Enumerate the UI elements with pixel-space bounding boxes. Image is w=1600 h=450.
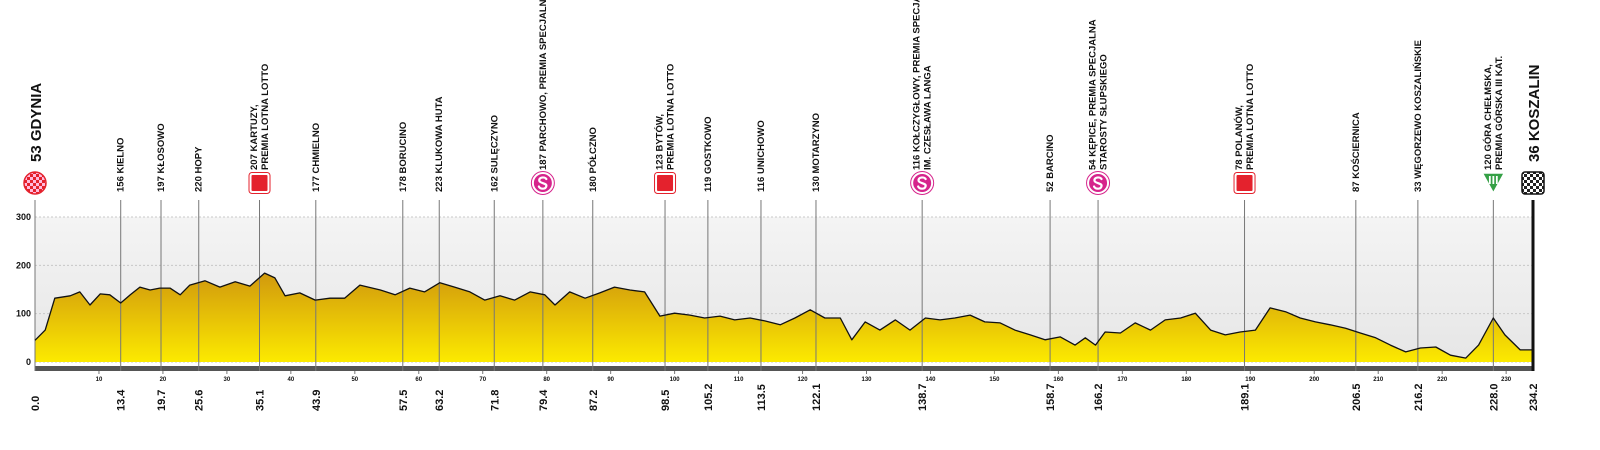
profile-line: [34, 272, 1533, 359]
km-label: 0.0: [30, 396, 42, 411]
km-label: 71.8: [489, 390, 501, 411]
special-icon-glyph: [917, 176, 927, 190]
km-label: 122.1: [811, 383, 823, 411]
sprint-icon-border: [248, 172, 271, 194]
x-tick-label: 160: [1053, 377, 1064, 383]
sprint-icon: [249, 173, 270, 193]
km-label: 35.1: [255, 390, 267, 411]
y-tick-label: 300: [16, 212, 31, 222]
km-label: 105.2: [703, 383, 715, 411]
checkpoint-name: PREMIA LOTNA LOTTO: [260, 64, 271, 170]
checkpoint-name: 78 POLANÓW,: [1233, 105, 1245, 170]
checkpoint-name: 87 KOŚCIERNICA: [1350, 112, 1362, 192]
km-label: 216.2: [1413, 383, 1425, 411]
checkpoint-name: 116 UNICHOWO: [756, 120, 767, 192]
km-label: 19.7: [156, 390, 168, 411]
x-tick-label: 170: [1117, 377, 1128, 383]
sprint-icon-border: [1233, 172, 1256, 194]
x-tick-label: 220: [1437, 377, 1448, 383]
checkpoint-name: PREMIA LOTNA LOTTO: [1245, 64, 1256, 170]
checkpoint-name: 156 KIELNO: [116, 138, 127, 192]
checkpoint-name: 220 HOPY: [194, 146, 205, 192]
sprint-icon: [1234, 173, 1255, 193]
checkpoint-name: 120 GÓRA CHEŁMSKA,: [1482, 64, 1494, 170]
x-tick-label: 110: [734, 377, 744, 383]
checkpoint-name: 207 KARTUZY,: [249, 105, 260, 170]
x-tick-label: 90: [607, 377, 614, 383]
sprint-icon: [655, 173, 676, 193]
checkpoint-name: 116 KOŁCZYGŁOWY, PREMIA SPECJALNA: [912, 0, 923, 170]
sprint-icon-border: [654, 172, 677, 194]
special-icon-border: [1086, 171, 1111, 195]
checkpoint-name: 197 KŁOSOWO: [156, 123, 167, 192]
km-label: 206.5: [1351, 383, 1363, 411]
checkpoint-name: IM. CZESŁAWA LANGA: [923, 65, 934, 170]
km-label: 158.7: [1045, 383, 1057, 411]
km-label: 189.1: [1240, 383, 1252, 411]
x-tick-label: 200: [1309, 377, 1320, 383]
y-tick-label: 200: [16, 260, 31, 270]
special-icon-border: [530, 171, 555, 195]
checkpoint-name: STAROSTY SŁUPSKIEGO: [1099, 54, 1110, 170]
checkpoint-name: 223 KLUKOWA HUTA: [434, 96, 445, 192]
x-tick-label: 50: [351, 377, 358, 383]
start-icon: [23, 171, 47, 195]
checkpoint-name: 54 KĘPICE, PREMIA SPECJALNA: [1088, 19, 1099, 170]
checkpoint-name: PREMIA LOTNA LOTTO: [666, 64, 677, 170]
km-label: 234.2: [1528, 383, 1540, 411]
endpoint-name: 53 GDYNIA: [28, 83, 45, 162]
checkpoint-name: 52 BARCINO: [1045, 134, 1056, 192]
checkpoint-name: 130 MOTARZYNO: [811, 113, 822, 192]
checkpoint-name: 33 WĘGORZEWO KOSZALIŃSKIE: [1413, 40, 1424, 192]
checkpoint-name: 180 PÓŁCZNO: [587, 127, 599, 192]
special-icon-glyph: [537, 176, 548, 190]
km-label: 228.0: [1488, 383, 1500, 411]
km-label: 166.2: [1093, 383, 1105, 411]
km-label: 113.5: [756, 384, 768, 411]
checkpoint-name: PREMIA GÓRSKA III KAT.: [1493, 56, 1505, 170]
profile-area: [35, 273, 1533, 362]
km-label: 63.2: [434, 390, 446, 411]
km-label: 87.2: [588, 390, 600, 411]
x-tick-label: 130: [862, 377, 873, 383]
x-tick-label: 180: [1181, 377, 1192, 383]
special-icon-glyph: [1092, 176, 1103, 190]
km-label: 13.4: [116, 389, 128, 411]
checkpoint-name: 178 BORUCINO: [398, 122, 409, 192]
x-tick-label: 140: [925, 377, 936, 383]
checkpoint-name: 119 GOSTKOWO: [703, 117, 714, 193]
x-tick-label: 20: [160, 377, 167, 383]
endpoint-name: 36 KOSZALIN: [1526, 64, 1543, 162]
x-tick-label: 70: [479, 377, 486, 383]
x-tick-label: 10: [96, 377, 103, 383]
x-tick-label: 210: [1373, 377, 1384, 383]
km-bar: [35, 366, 1533, 371]
y-tick-label: 0: [26, 357, 31, 367]
km-label: 57.5: [398, 390, 410, 411]
checkpoint-name: 177 CHMIELNO: [311, 123, 322, 192]
km-label: 79.4: [538, 389, 550, 411]
finish-icon: [1521, 171, 1545, 195]
x-tick-label: 150: [989, 377, 1000, 383]
x-tick-label: 230: [1501, 377, 1512, 383]
km-label: 25.6: [194, 390, 206, 411]
km-label: 98.5: [660, 390, 672, 411]
y-tick-label: 100: [16, 309, 31, 319]
x-tick-label: 100: [670, 377, 681, 383]
checkpoint-name: 123 BYTÓW,: [654, 114, 666, 170]
x-tick-label: 120: [798, 377, 809, 383]
checkpoint-name: 162 SULĘCZYNO: [489, 115, 500, 192]
checkpoint-name: 187 PARCHOWO, PREMIA SPECJALNA: [538, 0, 549, 170]
km-label: 138.7: [917, 383, 929, 411]
x-tick-label: 30: [224, 377, 231, 383]
x-tick-label: 190: [1245, 377, 1256, 383]
km-label: 43.9: [311, 390, 323, 411]
special-icon-border: [910, 171, 935, 195]
x-tick-label: 60: [415, 377, 422, 383]
x-tick-label: 80: [543, 377, 550, 383]
x-tick-label: 40: [288, 377, 295, 383]
